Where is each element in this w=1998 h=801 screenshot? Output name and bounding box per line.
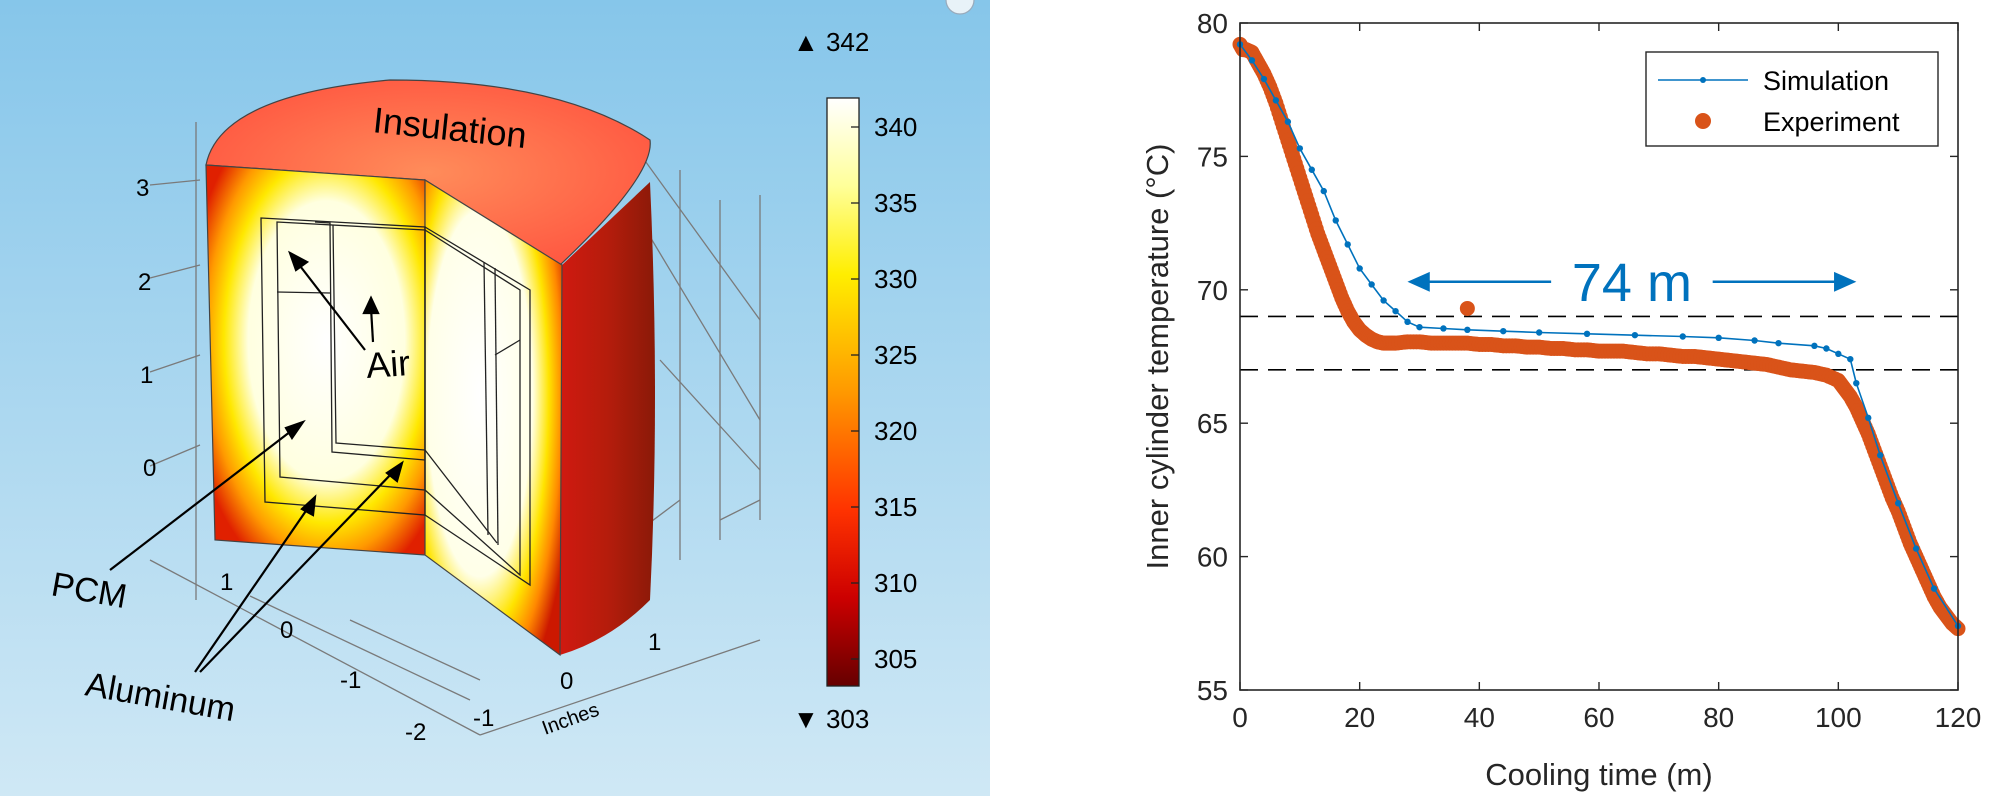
colorbar-tick-label: 335 [874, 188, 917, 218]
simulation-point [1440, 325, 1447, 332]
temperature-chart: 0 20 40 60 80 100 120 55 60 65 70 75 80 74 m Cooling… [990, 0, 1998, 796]
annotation-arrows [109, 250, 404, 673]
vertical-tick: 2 [138, 269, 151, 296]
colorbar-tick-label: 305 [874, 644, 917, 674]
colorbar-tick-labels: 340 335 330 325 320 315 310 305 [874, 112, 917, 674]
colorbar-tick-label: 325 [874, 340, 917, 370]
legend-simulation-marker [1700, 77, 1706, 83]
simulation-point [1751, 337, 1758, 344]
right-axis-ticks: -1 0 1 [473, 629, 661, 732]
simulation-point [1631, 331, 1639, 339]
y-tick-label: 70 [1197, 275, 1228, 306]
colorbar-tick-label: 330 [874, 264, 917, 294]
simulation-point [1823, 345, 1830, 352]
simulation-point [1847, 355, 1854, 363]
legend-experiment-label: Experiment [1763, 107, 1900, 137]
x-tick-label: 120 [1935, 702, 1982, 733]
simulation-point [1416, 323, 1423, 331]
vertical-tick: 3 [136, 175, 149, 202]
vertical-axis-ticks: 3 2 1 0 [136, 175, 156, 482]
simulation-point [1775, 339, 1782, 347]
simulation-point [1248, 57, 1256, 64]
simulation-point [1356, 265, 1363, 272]
simulation-point [1894, 500, 1902, 507]
x-tick-label: 100 [1815, 702, 1862, 733]
simulation-point [1930, 585, 1938, 592]
y-axis-label: Inner cylinder temperature (°C) [1140, 144, 1175, 570]
colorbar-tick-label: 320 [874, 416, 917, 446]
simulation-point [1865, 414, 1872, 422]
simulation-point [1404, 318, 1411, 326]
cylinder-figure: Insulation Air PCM Aluminum 3 2 1 0 1 0 … [0, 0, 990, 796]
x-tick-label: 60 [1583, 702, 1614, 733]
y-tick-label: 55 [1197, 675, 1228, 706]
inner-layer-outlines [260, 217, 531, 587]
right-tick: 1 [648, 629, 661, 656]
x-tick-label: 40 [1464, 702, 1495, 733]
y-tick-label: 75 [1197, 141, 1228, 172]
colorbar-tick-label: 340 [874, 112, 917, 142]
simulation-point [1853, 379, 1860, 387]
cylinder-top [205, 79, 651, 266]
colorbar-ticks [851, 126, 859, 660]
simulation-point [1380, 297, 1387, 304]
simulation-point [1284, 118, 1292, 125]
simulation-point [1835, 350, 1842, 358]
simulation-point [1464, 326, 1471, 334]
front-tick: 1 [220, 569, 233, 596]
legend-experiment-marker [1695, 113, 1711, 129]
arrow-head-right [1834, 271, 1857, 292]
simulation-point [1877, 452, 1884, 459]
front-tick: -1 [340, 667, 361, 694]
simulation-point [1811, 342, 1818, 350]
front-tick: 0 [280, 617, 293, 644]
front-tick: -2 [405, 719, 426, 746]
simulation-point [1368, 281, 1375, 288]
y-tick-label: 80 [1197, 8, 1228, 39]
duration-annotation: 74 m [1572, 253, 1692, 313]
view-toolbar-icon [945, 0, 975, 15]
y-tick-label: 65 [1197, 408, 1228, 439]
experiment-outlier-point [1459, 300, 1475, 316]
x-axis-label: Cooling time (m) [1485, 757, 1712, 792]
duration-arrow [1407, 271, 1857, 292]
right-tick: -1 [473, 705, 494, 732]
simulation-point [1535, 329, 1543, 336]
simulation-point [1715, 334, 1722, 342]
legend: Simulation Experiment [1645, 51, 1939, 147]
simulation-point [1500, 327, 1507, 335]
simulation-point [1296, 145, 1304, 152]
front-axis-ticks: 1 0 -1 -2 [220, 569, 426, 746]
legend-simulation-label: Simulation [1763, 66, 1889, 96]
y-tick-label: 60 [1197, 542, 1228, 573]
simulation-point [1260, 75, 1268, 83]
simulation-point [1912, 545, 1920, 552]
simulation-point [1344, 241, 1351, 248]
x-tick-label: 80 [1703, 702, 1734, 733]
colorbar-min-marker: ▼ 303 [793, 704, 869, 734]
temperature-chart-svg: 0 20 40 60 80 100 120 55 60 65 70 75 80 74 m Cooling… [990, 0, 1998, 796]
legend-box [1645, 51, 1939, 147]
simulation-point [1583, 330, 1591, 338]
simulation-point [1332, 217, 1339, 224]
vertical-tick: 0 [143, 455, 156, 482]
arrow-head-left [1407, 271, 1430, 292]
x-tick-label: 0 [1232, 702, 1248, 733]
colorbar [826, 97, 860, 687]
colorbar-max-marker: ▲ 342 [793, 27, 869, 57]
cylinder-figure-svg: Insulation Air PCM Aluminum 3 2 1 0 1 0 … [0, 0, 990, 796]
simulation-point [1679, 333, 1686, 340]
right-tick: 0 [560, 668, 573, 695]
air-label: Air [365, 342, 412, 386]
cylinder-outer-side [560, 182, 655, 655]
simulation-point [1308, 166, 1315, 173]
simulation-point [1392, 307, 1399, 315]
colorbar-tick-label: 315 [874, 492, 917, 522]
colorbar-tick-label: 310 [874, 568, 917, 598]
vertical-tick: 1 [140, 362, 153, 389]
simulation-point [1320, 187, 1327, 195]
simulation-point [1272, 97, 1280, 104]
x-tick-label: 20 [1344, 702, 1375, 733]
